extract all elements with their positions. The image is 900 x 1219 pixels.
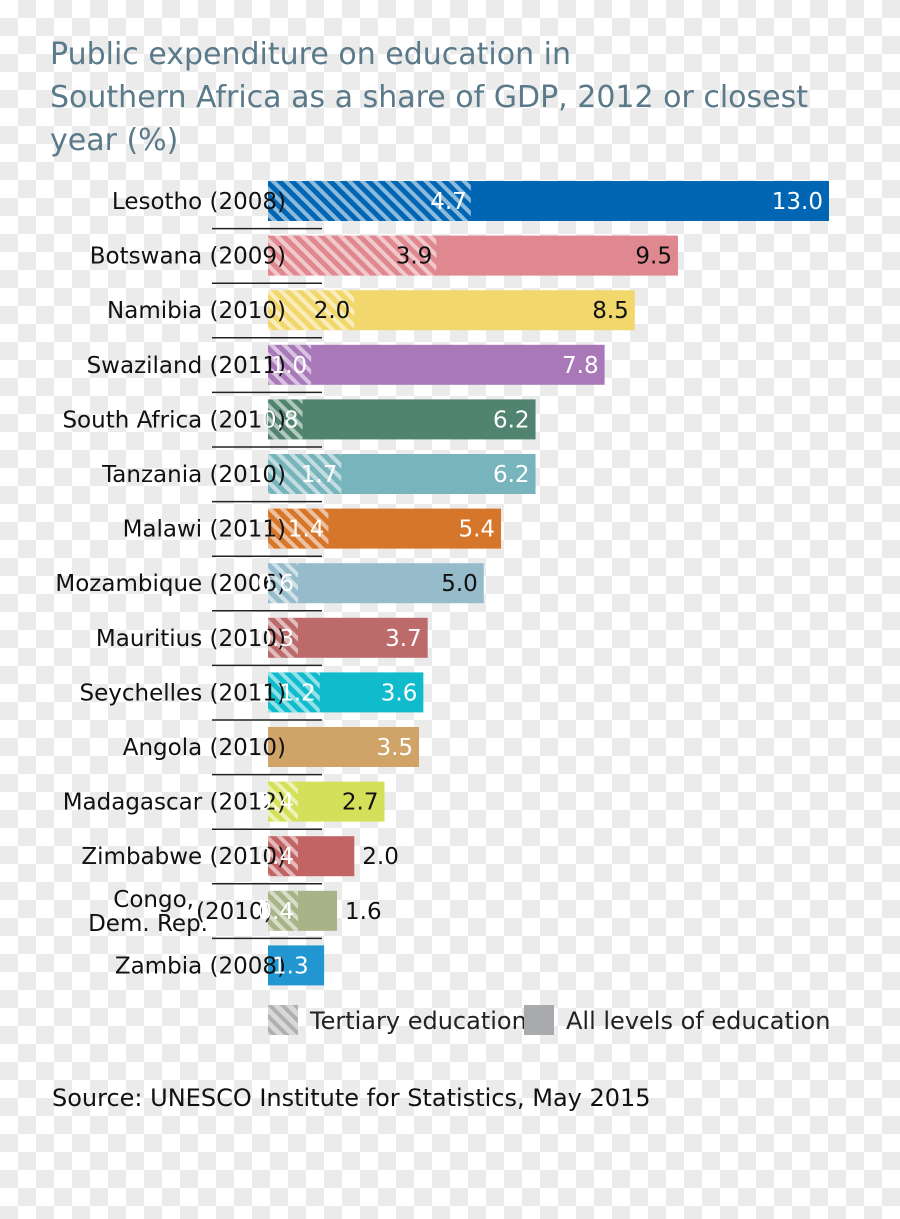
value-label-all-levels: 2.7: [342, 790, 379, 816]
legend-swatch-all-levels: [524, 1005, 554, 1035]
bar-tertiary: [268, 181, 471, 221]
row-separators: [212, 227, 322, 940]
bar-tertiary: [268, 508, 329, 549]
value-label-tertiary: 0.4: [257, 844, 294, 870]
title-line-1: Public expenditure on education in: [50, 37, 571, 72]
value-label-tertiary: 1.7: [301, 462, 338, 488]
bar-all-levels: [268, 727, 420, 767]
category-label: Swaziland (2011): [87, 353, 286, 379]
value-label-tertiary: 0.3: [257, 626, 294, 652]
category-label-line-2: Dem. Rep.: [88, 911, 208, 937]
bar-tertiary: [268, 563, 298, 604]
value-label-all-levels: 2.0: [362, 844, 399, 870]
value-labels: 4.7 13.0 3.9 9.5 2.0 8.5 1.0 7.8 0.8 6.2 1.7 6.2 1.4…: [257, 189, 823, 979]
bars-group: [268, 181, 829, 986]
value-label-all-levels: 3.6: [381, 680, 418, 706]
bar-tertiary: [268, 454, 342, 494]
bar-tertiary: [268, 672, 320, 713]
value-label-all-levels: 13.0: [772, 189, 823, 215]
category-label-year: (2010): [196, 899, 272, 925]
category-label: Zambia (2008): [115, 953, 286, 979]
category-label: Tanzania (2010): [101, 462, 286, 488]
bar-all-levels: [268, 344, 605, 385]
bar-tertiary: [268, 399, 303, 440]
value-label-all-levels: 5.4: [458, 517, 495, 543]
category-label: Zimbabwe (2010): [81, 844, 286, 870]
value-label-all-levels: 1.3: [272, 953, 309, 979]
category-label: South Africa (2010): [62, 407, 286, 433]
value-label-tertiary: 0.4: [257, 790, 294, 816]
value-label-all-levels: 9.5: [635, 244, 672, 270]
value-label-tertiary: 2.0: [314, 298, 351, 324]
value-label-tertiary: 0.4: [257, 899, 294, 925]
chart-title: Public expenditure on education in South…: [50, 37, 808, 158]
category-label-line-1: Congo,: [113, 887, 194, 913]
value-label-all-levels: 5.0: [441, 571, 478, 597]
category-label: Botswana (2009): [90, 244, 286, 270]
category-label: Seychelles (2011): [80, 680, 286, 706]
value-label-tertiary: 1.0: [271, 353, 308, 379]
source-note: Source: UNESCO Institute for Statistics,…: [52, 1084, 651, 1112]
category-label: Mozambique (2006): [55, 571, 286, 597]
value-label-tertiary: 0.6: [257, 571, 294, 597]
bar-tertiary: [268, 235, 437, 276]
category-label: Lesotho (2008): [112, 189, 286, 215]
value-label-all-levels: 6.2: [493, 462, 530, 488]
value-label-all-levels: 3.5: [376, 735, 413, 761]
value-label-all-levels: 3.7: [385, 626, 422, 652]
value-label-tertiary: 0.8: [262, 407, 299, 433]
value-label-tertiary: 1.4: [288, 517, 325, 543]
bar-tertiary: [268, 344, 312, 385]
title-line-2: Southern Africa as a share of GDP, 2012 …: [50, 80, 808, 115]
bar-tertiary: [268, 836, 298, 877]
value-label-all-levels: 6.2: [493, 407, 530, 433]
value-label-tertiary: 1.2: [279, 680, 316, 706]
category-label: Angola (2010): [123, 735, 286, 761]
value-label-tertiary: 3.9: [396, 244, 433, 270]
value-label-all-levels: 8.5: [592, 298, 629, 324]
value-label-all-levels: 7.8: [562, 353, 599, 379]
bar-tertiary: [268, 617, 298, 658]
bar-tertiary: [268, 781, 298, 822]
legend-swatch-tertiary: [268, 1005, 298, 1035]
category-label: Mauritius (2010): [96, 626, 286, 652]
bar-tertiary: [268, 290, 355, 331]
legend: Tertiary education All levels of educati…: [268, 1005, 830, 1035]
title-line-3: year (%): [50, 123, 178, 158]
bar-tertiary: [268, 890, 298, 931]
bar-all-levels: [268, 945, 325, 986]
category-label: Malawi (2011): [123, 517, 286, 543]
bar-all-levels: [268, 399, 536, 440]
bar-all-levels: [268, 563, 484, 604]
value-label-all-levels: 1.6: [345, 899, 382, 925]
category-labels: Lesotho (2008) Botswana (2009) Namibia (20…: [55, 189, 286, 979]
legend-label-tertiary: Tertiary education: [309, 1007, 527, 1035]
category-label: Madagascar (2012): [63, 790, 286, 816]
legend-label-all-levels: All levels of education: [566, 1007, 830, 1035]
category-label: Namibia (2010): [107, 298, 286, 324]
value-label-tertiary: 4.7: [430, 189, 467, 215]
